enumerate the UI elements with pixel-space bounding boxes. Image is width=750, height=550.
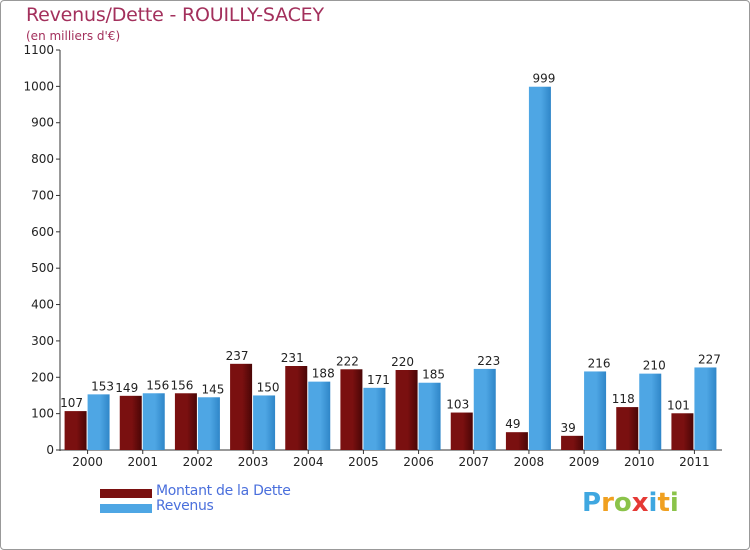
bar-dette xyxy=(64,411,87,450)
y-tick-label: 300 xyxy=(31,334,54,348)
y-tick-label: 900 xyxy=(31,116,54,130)
x-tick-label: 2005 xyxy=(348,455,379,469)
chart-subtitle: (en milliers d'€) xyxy=(26,29,121,43)
x-tick-label: 2008 xyxy=(514,455,545,469)
bar-revenus xyxy=(528,86,551,451)
bar-revenus xyxy=(308,381,331,450)
bar-dette xyxy=(119,395,142,450)
chart-title: Revenus/Dette - ROUILLY-SACEY xyxy=(26,4,324,26)
x-tick-label: 2007 xyxy=(458,455,489,469)
logo-letter: t xyxy=(657,488,670,518)
data-label-dette: 103 xyxy=(446,398,469,412)
bar-revenus xyxy=(584,371,607,450)
bar-dette xyxy=(616,407,639,450)
data-label-dette: 156 xyxy=(170,378,193,392)
bar-revenus xyxy=(363,387,386,450)
y-tick-label: 600 xyxy=(31,225,54,239)
bar-revenus xyxy=(418,382,441,450)
legend-label-revenus: Revenus xyxy=(156,498,214,514)
y-tick-label: 500 xyxy=(31,261,54,275)
bar-dette xyxy=(450,412,473,450)
data-label-revenus: 216 xyxy=(588,356,611,370)
legend-label-dette: Montant de la Dette xyxy=(156,483,291,499)
data-label-revenus: 210 xyxy=(643,359,666,373)
data-label-dette: 118 xyxy=(612,392,635,406)
data-label-revenus: 227 xyxy=(698,352,721,366)
data-label-dette: 49 xyxy=(505,417,520,431)
bar-revenus xyxy=(142,393,165,450)
bar-dette xyxy=(230,363,253,450)
x-tick-label: 2000 xyxy=(72,455,103,469)
logo-letter: o xyxy=(613,488,632,518)
y-tick-label: 1000 xyxy=(23,79,54,93)
bar-dette xyxy=(340,369,363,450)
data-label-revenus: 223 xyxy=(477,354,500,368)
data-label-dette: 39 xyxy=(560,421,575,435)
data-label-revenus: 185 xyxy=(422,368,445,382)
proxiti-logo: Proxiti xyxy=(582,488,679,518)
data-label-revenus: 153 xyxy=(91,379,114,393)
x-tick-label: 2006 xyxy=(403,455,434,469)
y-tick-label: 400 xyxy=(31,298,54,312)
bar-revenus xyxy=(197,397,220,450)
bar-dette xyxy=(561,435,584,450)
data-label-revenus: 999 xyxy=(532,72,555,86)
y-tick-label: 0 xyxy=(46,443,54,457)
data-label-revenus: 171 xyxy=(367,373,390,387)
data-label-revenus: 188 xyxy=(312,367,335,381)
data-label-revenus: 150 xyxy=(257,380,280,394)
legend-swatch-dette xyxy=(100,489,152,498)
bar-dette xyxy=(505,432,528,450)
data-label-dette: 149 xyxy=(115,381,138,395)
bar-dette xyxy=(671,413,694,450)
data-label-dette: 231 xyxy=(281,351,304,365)
x-tick-label: 2003 xyxy=(238,455,269,469)
logo-letter: P xyxy=(582,488,602,518)
bar-revenus xyxy=(639,373,662,450)
x-tick-label: 2002 xyxy=(183,455,214,469)
logo-letter: x xyxy=(631,488,649,518)
data-label-dette: 220 xyxy=(391,355,414,369)
bar-revenus xyxy=(473,368,496,450)
bar-revenus xyxy=(694,367,717,450)
legend-swatch-revenus xyxy=(100,504,152,513)
x-tick-label: 2004 xyxy=(293,455,324,469)
x-tick-label: 2010 xyxy=(624,455,655,469)
data-label-revenus: 145 xyxy=(201,382,224,396)
logo-letter: i xyxy=(648,488,658,518)
data-label-dette: 222 xyxy=(336,354,359,368)
x-tick-label: 2011 xyxy=(679,455,710,469)
bar-revenus xyxy=(253,395,276,450)
y-tick-label: 700 xyxy=(31,188,54,202)
bar-dette xyxy=(395,370,418,450)
data-label-dette: 101 xyxy=(667,398,690,412)
bar-revenus xyxy=(87,394,110,450)
data-label-revenus: 156 xyxy=(146,378,169,392)
bar-dette xyxy=(174,393,197,450)
data-label-dette: 107 xyxy=(60,396,83,410)
y-tick-label: 800 xyxy=(31,152,54,166)
logo-letter: i xyxy=(669,488,679,518)
y-tick-label: 100 xyxy=(31,407,54,421)
y-tick-label: 1100 xyxy=(23,43,54,57)
bar-dette xyxy=(285,366,308,450)
data-label-dette: 237 xyxy=(226,349,249,363)
x-tick-label: 2001 xyxy=(127,455,158,469)
y-tick-label: 200 xyxy=(31,370,54,384)
logo-letter: r xyxy=(601,488,614,518)
x-tick-label: 2009 xyxy=(569,455,600,469)
